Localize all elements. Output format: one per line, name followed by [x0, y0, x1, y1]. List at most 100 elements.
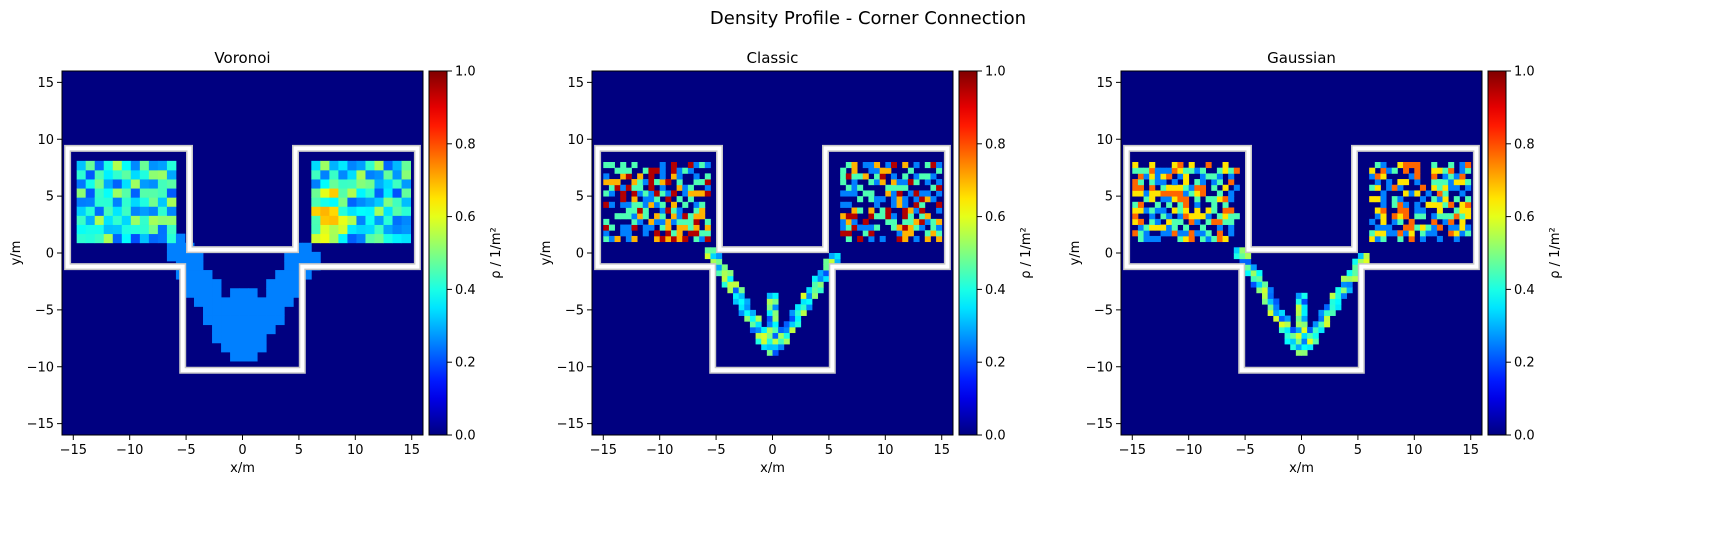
- heatmap-cell: [1222, 218, 1229, 225]
- heatmap-cell: [1307, 326, 1314, 334]
- heatmap-cell: [85, 233, 96, 244]
- heatmap-cell: [800, 292, 807, 299]
- heatmap-cell: [670, 167, 678, 174]
- heatmap-cell: [1448, 213, 1455, 220]
- heatmap-cell: [383, 160, 393, 171]
- heatmap-cell: [642, 207, 649, 214]
- x-tick-label: −5: [177, 443, 196, 458]
- heatmap-cell: [401, 215, 411, 225]
- heatmap-cell: [1380, 213, 1387, 220]
- heatmap-cell: [907, 224, 914, 231]
- heatmap-cell: [930, 230, 937, 237]
- heatmap-cell: [94, 224, 105, 235]
- heatmap-cell: [693, 235, 700, 243]
- heatmap-cell: [1262, 287, 1269, 294]
- geometry-outline: [1124, 146, 1479, 373]
- heatmap-cell: [845, 218, 852, 225]
- heatmap-cell: [1352, 258, 1359, 265]
- heatmap-cell: [608, 224, 615, 231]
- heatmap-cell: [1318, 315, 1325, 322]
- heatmap-cell: [665, 179, 672, 186]
- heatmap-cell: [383, 197, 393, 207]
- heatmap-cell: [103, 160, 114, 171]
- heatmap-cell: [1278, 321, 1285, 328]
- heatmap-cell: [1222, 184, 1229, 191]
- heatmap-cell: [1380, 162, 1387, 169]
- heatmap-cell: [603, 201, 610, 208]
- heatmap-cell: [1222, 213, 1229, 220]
- heatmap-cell: [94, 197, 105, 207]
- colorbar-tick-label: 0.8: [455, 137, 476, 152]
- heatmap-cell: [1171, 207, 1178, 214]
- heatmap-cell: [919, 201, 926, 208]
- heatmap-cell: [1143, 196, 1150, 203]
- heatmap-cell: [139, 169, 150, 180]
- heatmap-cell: [193, 270, 204, 280]
- heatmap-cell: [1431, 196, 1438, 203]
- heatmap-cell: [896, 196, 903, 203]
- heatmap-cell: [112, 233, 123, 244]
- heatmap-cell: [239, 324, 249, 335]
- heatmap-cell: [1295, 304, 1302, 311]
- heatmap-cell: [851, 190, 858, 197]
- heatmap-cell: [766, 332, 773, 339]
- heatmap-cell: [890, 224, 897, 231]
- heatmap-cell: [693, 179, 700, 186]
- heatmap-cell: [1228, 167, 1235, 174]
- panel-gaussian: −15 −10 −5 0 5 10 15 −15 −10 −5 0 5 10 15 Gaussian x/m y…: [1068, 49, 1563, 476]
- x-tick-label: −15: [60, 443, 87, 458]
- heatmap-cell: [1290, 338, 1297, 345]
- heatmap-cell: [687, 224, 694, 231]
- heatmap-cell: [347, 160, 357, 171]
- y-tick-label: −15: [557, 417, 584, 432]
- heatmap-cell: [631, 190, 638, 197]
- heatmap-cell: [1318, 326, 1325, 334]
- heatmap-cell: [659, 190, 666, 197]
- heatmap-cell: [1414, 173, 1421, 180]
- heatmap-cell: [374, 188, 384, 198]
- heatmap-cell: [347, 188, 357, 198]
- heatmap-cell: [121, 215, 132, 225]
- heatmap-cell: [1137, 167, 1144, 174]
- heatmap-cell: [766, 321, 773, 328]
- heatmap-cell: [857, 235, 864, 243]
- heatmap-cell: [392, 197, 402, 207]
- heatmap-cell: [885, 184, 892, 191]
- heatmap-cell: [789, 315, 796, 322]
- y-axis-label: y/m: [9, 241, 24, 266]
- heatmap-cell: [293, 279, 303, 289]
- heatmap-cell: [1391, 213, 1398, 220]
- heatmap-cell: [130, 197, 141, 207]
- heatmap-cell: [907, 179, 914, 186]
- heatmap-cell: [1132, 184, 1139, 191]
- heatmap-cell: [1273, 315, 1280, 322]
- heatmap-cell: [687, 162, 694, 169]
- heatmap-cell: [755, 315, 762, 322]
- heatmap-cell: [682, 224, 689, 231]
- heatmap-cell: [687, 213, 694, 220]
- colorbar-tick-label: 0.4: [1514, 283, 1535, 298]
- heatmap-cell: [130, 160, 141, 171]
- heatmap-cell: [1284, 326, 1291, 334]
- heatmap-cell: [203, 297, 213, 307]
- heatmap-cell: [637, 213, 644, 220]
- heatmap-cell: [924, 179, 931, 186]
- heatmap-cell: [913, 179, 920, 186]
- heatmap-cell: [890, 213, 897, 220]
- heatmap-cell: [919, 207, 926, 214]
- heatmap-cell: [1465, 207, 1472, 214]
- heatmap-cell: [625, 230, 632, 237]
- heatmap-cell: [1256, 281, 1263, 288]
- heatmap-cell: [1216, 190, 1223, 197]
- heatmap-cell: [1374, 213, 1381, 220]
- heatmap-cell: [374, 206, 384, 216]
- heatmap-cell: [356, 169, 366, 180]
- heatmap-cell: [112, 197, 123, 207]
- heatmap-cell: [1465, 167, 1472, 174]
- heatmap-cell: [603, 235, 610, 243]
- heatmap-cell: [148, 169, 159, 180]
- colorbar-tick-label: 0.6: [985, 210, 1006, 225]
- heatmap-cell: [166, 160, 177, 171]
- heatmap-cell: [902, 196, 909, 203]
- heatmap-cell: [121, 179, 132, 189]
